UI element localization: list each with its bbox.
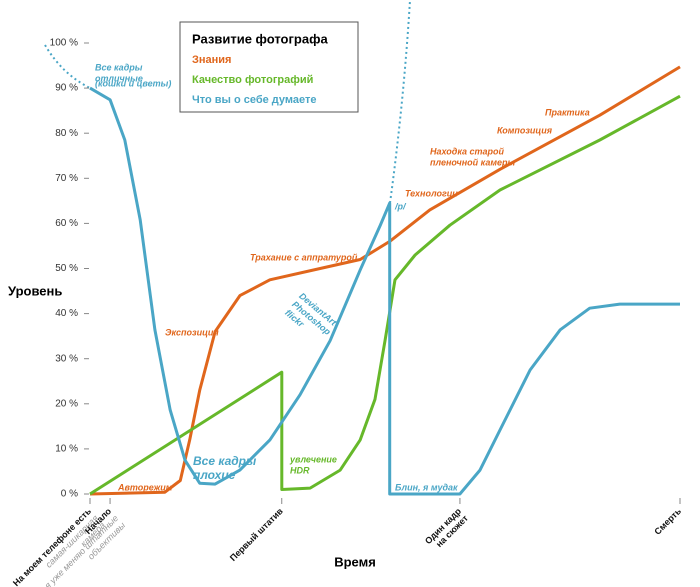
annotation: Все кадры — [95, 62, 143, 72]
y-tick-label: 80 % — [55, 128, 78, 139]
x-tick-label: Первый штатив — [228, 506, 285, 563]
y-tick-label: 70 % — [55, 173, 78, 184]
y-tick-label: 90 % — [55, 83, 78, 94]
annotation: плохие — [193, 468, 236, 482]
y-axis-label: Уровень — [8, 283, 62, 298]
annotation: пленочной камеры — [430, 157, 515, 167]
y-tick-label: 100 % — [50, 38, 78, 49]
y-tick-label: 40 % — [55, 308, 78, 319]
y-tick-label: 50 % — [55, 263, 78, 274]
legend-entry: Качество фотографий — [192, 74, 313, 86]
annotation: Композиция — [497, 125, 553, 135]
series-line — [89, 94, 681, 496]
series-line — [89, 65, 681, 496]
series-line — [89, 86, 680, 496]
y-tick-label: 10 % — [55, 444, 78, 455]
annotation: Практика — [545, 107, 590, 117]
annotation: /p/ — [394, 201, 407, 211]
y-tick-label: 30 % — [55, 353, 78, 364]
annotation: HDR — [290, 465, 310, 475]
extrapolation — [389, 0, 411, 204]
chart-title: Развитие фотографа — [192, 31, 328, 46]
y-tick-label: 0 % — [61, 489, 78, 500]
x-axis-label: Время — [334, 554, 376, 569]
legend-entry: Знания — [192, 54, 231, 66]
legend-entry: Что вы о себе думаете — [192, 94, 316, 106]
annotation: (кошки и цветы) — [95, 78, 171, 88]
annotation: отличные — [95, 73, 143, 83]
annotation: Экспозиция — [165, 327, 219, 337]
y-tick-label: 60 % — [55, 218, 78, 229]
extrapolation — [44, 44, 91, 89]
annotation: Находка старой — [430, 146, 505, 156]
x-tick-label: Смерть — [652, 506, 683, 537]
annotation: увлечение — [289, 454, 337, 464]
annotation: Авторежим — [117, 482, 173, 492]
annotation: Трахание с аппратурой — [250, 252, 358, 262]
annotation: Технологии — [405, 188, 458, 198]
y-tick-label: 20 % — [55, 398, 78, 409]
annotation: Все кадры — [193, 454, 257, 468]
annotation: Блин, я мудак — [395, 482, 458, 492]
legend-box — [179, 21, 359, 113]
